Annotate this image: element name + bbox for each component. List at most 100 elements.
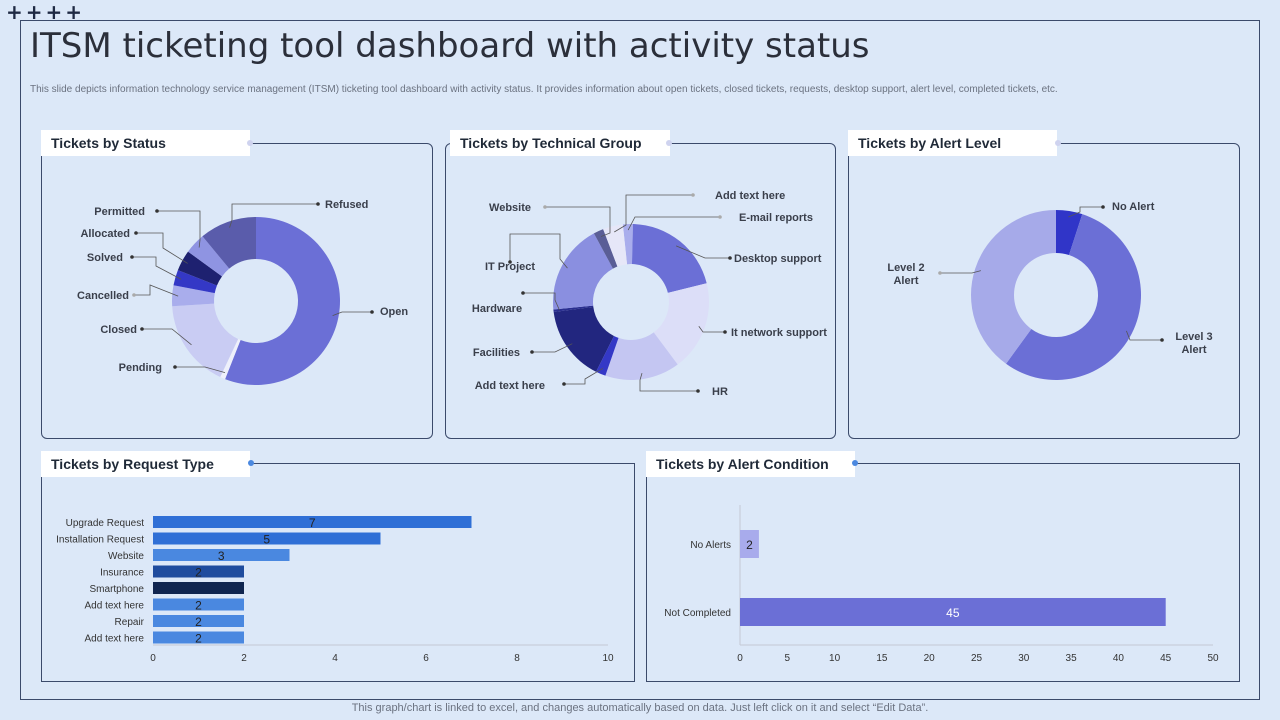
status-leader-dot xyxy=(155,209,159,213)
request-tick-label: 2 xyxy=(241,653,247,664)
status-slice-refused xyxy=(202,217,256,269)
status-slice-pending xyxy=(220,339,241,380)
request-tick-label: 8 xyxy=(514,653,520,664)
status-slice-solved xyxy=(173,270,217,294)
request-tick-label: 6 xyxy=(423,653,429,664)
condition-tick-label: 20 xyxy=(924,653,936,664)
status-leader-dot xyxy=(132,293,136,297)
tech-leader-line xyxy=(564,367,604,385)
tech-slice-e-mail-reports xyxy=(622,224,633,265)
status-leader-line xyxy=(142,328,192,346)
status-label-cancelled: Cancelled xyxy=(77,290,129,302)
condition-tick-label: 45 xyxy=(1160,653,1172,664)
tech-leader-dot xyxy=(530,350,534,354)
status-slice-permitted xyxy=(188,236,230,277)
tech-leader-line xyxy=(698,325,725,333)
tech-leader-line xyxy=(532,343,573,353)
status-leader-line xyxy=(175,366,226,373)
status-leader-dot xyxy=(316,202,320,206)
tech-label-it-project: IT Project xyxy=(485,261,535,273)
alert-slice-no-alert xyxy=(1056,210,1083,256)
tech-label-add-text-here: Add text here xyxy=(715,190,785,202)
status-leader-line xyxy=(157,210,201,248)
status-leader-dot xyxy=(140,327,144,331)
condition-tick-label: 25 xyxy=(971,653,983,664)
tech-leader-dot xyxy=(521,291,525,295)
request-bar-add-text-here xyxy=(153,598,244,611)
tech-leader-line xyxy=(627,216,720,231)
panel-title-dot xyxy=(247,140,253,146)
request-category-label: Website xyxy=(108,551,144,562)
tech-leader-line xyxy=(545,206,611,237)
panel-title-status: Tickets by Status xyxy=(41,130,250,156)
status-label-closed: Closed xyxy=(100,324,137,336)
panel-title-alert-level: Tickets by Alert Level xyxy=(848,130,1057,156)
tech-slice-add-text-here xyxy=(596,335,619,376)
condition-tick-label: 5 xyxy=(785,653,791,664)
panel-title-dot xyxy=(666,140,672,146)
tech-leader-dot xyxy=(691,193,695,197)
request-bar-insurance xyxy=(153,565,244,578)
status-slice-allocated xyxy=(177,251,223,286)
tech-slice-desktop-support xyxy=(631,224,707,293)
tech-label-hardware: Hardware xyxy=(472,303,522,315)
status-slice-cancelled xyxy=(172,285,215,307)
tech-label-add-text-here: Add text here xyxy=(475,380,545,392)
status-label-pending: Pending xyxy=(119,362,162,374)
tech-slice-add-text-here xyxy=(603,224,628,267)
request-data-label: 2 xyxy=(195,599,202,613)
alert-leader-dot xyxy=(1160,338,1164,342)
request-data-label: 3 xyxy=(218,549,225,563)
panel-title-dot xyxy=(852,460,858,466)
request-data-label: 2 xyxy=(195,632,202,646)
panel-title-request-type: Tickets by Request Type xyxy=(41,451,250,477)
request-tick-label: 10 xyxy=(602,653,614,664)
tech-label-hr: HR xyxy=(712,386,728,398)
request-bar-smartphone xyxy=(153,582,244,594)
request-bar-add-text-here xyxy=(153,631,244,644)
request-bar-installation-request xyxy=(153,532,381,545)
request-category-label: Upgrade Request xyxy=(66,518,145,529)
tech-label-desktop-support: Desktop support xyxy=(734,253,822,265)
alert-label-level-3-alert: Level 3 xyxy=(1175,331,1212,343)
condition-data-label: 2 xyxy=(746,538,753,552)
panel-tickets-by-alert-condition xyxy=(646,463,1240,682)
request-data-label: 2 xyxy=(195,566,202,580)
tech-leader-line xyxy=(675,245,730,259)
alert-leader-line xyxy=(1068,206,1103,218)
request-tick-label: 4 xyxy=(332,653,338,664)
tech-slice-hr xyxy=(605,332,678,381)
tech-leader-dot xyxy=(562,382,566,386)
panel-title-dot xyxy=(1055,140,1061,146)
tech-label-website: Website xyxy=(489,202,531,214)
tech-leader-line xyxy=(523,292,560,311)
tech-slice-hardware xyxy=(553,305,594,313)
alert-label-level-2-alert: Level 2 xyxy=(887,262,924,274)
tech-leader-dot xyxy=(543,205,547,209)
alert-label-level-2-alert: Alert xyxy=(893,275,918,287)
request-data-label: 7 xyxy=(309,516,316,530)
status-leader-line xyxy=(332,311,372,316)
page-subtitle: This slide depicts information technolog… xyxy=(30,84,1058,95)
status-label-refused: Refused xyxy=(325,199,368,211)
request-category-label: Installation Request xyxy=(56,535,144,546)
condition-tick-label: 15 xyxy=(876,653,888,664)
request-category-label: Repair xyxy=(115,617,145,628)
panel-title-alert-condition: Tickets by Alert Condition xyxy=(646,451,855,477)
condition-tick-label: 10 xyxy=(829,653,841,664)
tech-leader-dot xyxy=(696,389,700,393)
tech-leader-line xyxy=(614,194,693,233)
request-category-label: Add text here xyxy=(85,634,145,645)
condition-bar-not-completed xyxy=(740,598,1166,626)
request-data-label: 2 xyxy=(195,615,202,629)
condition-bar-no-alerts xyxy=(740,530,759,558)
status-leader-line xyxy=(134,284,179,297)
tech-slice-it-network-support xyxy=(653,283,710,365)
panel-title-technical: Tickets by Technical Group xyxy=(450,130,670,156)
tech-slice-website xyxy=(593,229,618,269)
request-data-label: 5 xyxy=(263,533,270,547)
panel-title-dot xyxy=(248,460,254,466)
status-leader-dot xyxy=(173,365,177,369)
status-leader-line xyxy=(136,232,188,264)
request-bar-repair xyxy=(153,615,244,627)
